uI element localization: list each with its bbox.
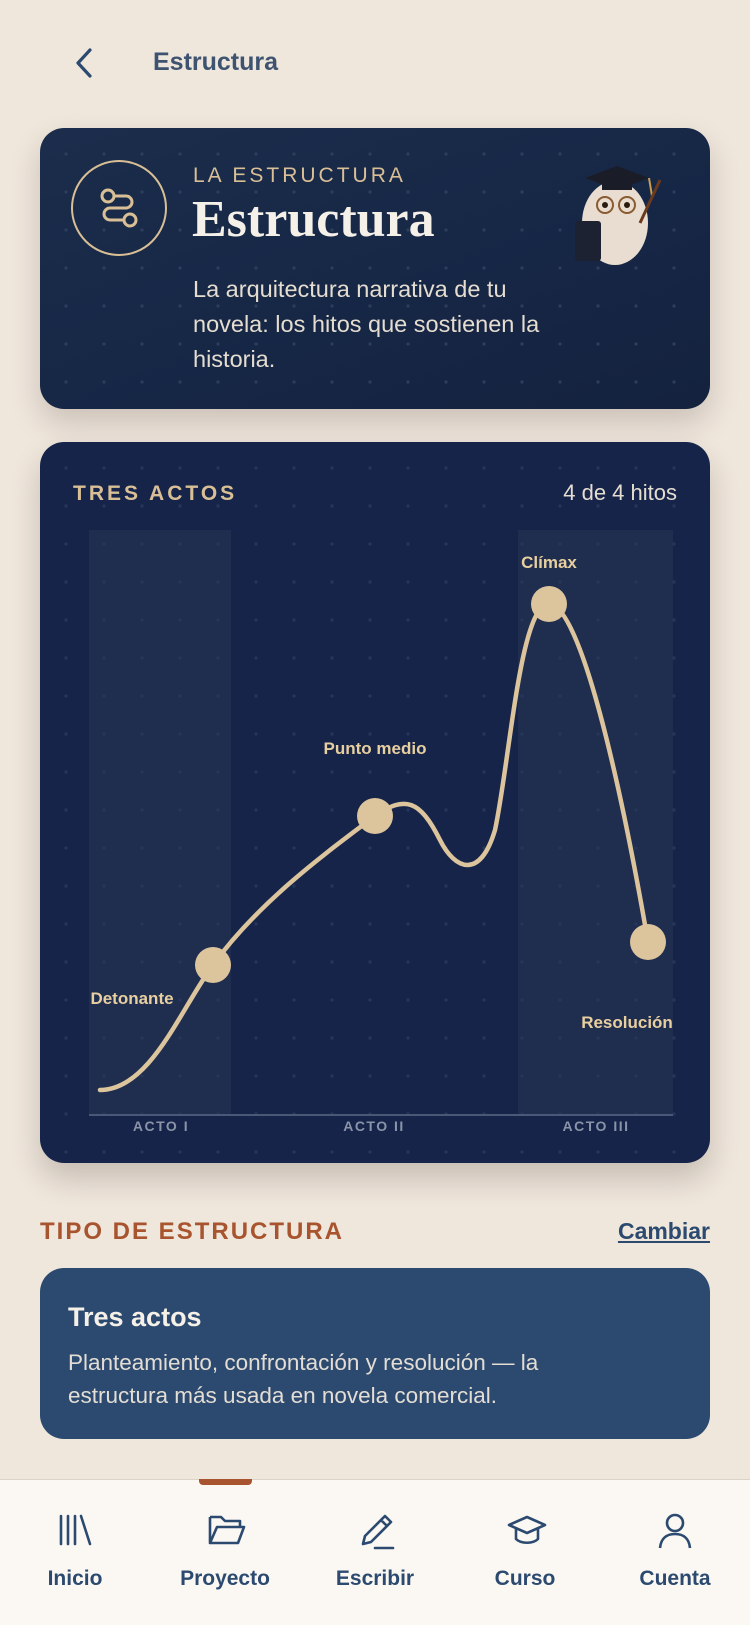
tab[interactable]: Cuenta: [600, 1480, 750, 1625]
hero-eyebrow: LA ESTRUCTURA: [193, 164, 406, 187]
section-heading: TIPO DE ESTRUCTURA: [40, 1218, 345, 1245]
progress: 4 de 4 hitos: [563, 480, 677, 505]
type-card[interactable]: [40, 1268, 710, 1439]
milestone-label: Resolución: [581, 1013, 673, 1032]
tab[interactable]: Escribir: [300, 1480, 450, 1625]
structure-card: TRES ACTOS 4 de 4 hitos Detonante Punto …: [40, 442, 710, 1163]
hero-title: Estructura: [192, 191, 435, 248]
mascot: [575, 166, 662, 265]
type-name: Tres actos: [68, 1302, 202, 1332]
act-label: ACTO I: [133, 1118, 189, 1134]
tab-bar: Inicio Proyecto Escribir Curso Cuenta: [0, 1479, 750, 1625]
tab-label: Curso: [494, 1567, 556, 1590]
tab-label: Escribir: [335, 1567, 415, 1590]
hero-description: La arquitectura narrativa de tu novela: …: [193, 276, 540, 372]
hero-decoration: [40, 128, 710, 409]
milestone-point[interactable]: [195, 947, 231, 983]
tab-label: Inicio: [47, 1567, 103, 1590]
active-indicator: [199, 1479, 252, 1485]
tab[interactable]: Proyecto: [150, 1480, 300, 1625]
milestone-point[interactable]: [630, 924, 666, 960]
milestone-point[interactable]: [531, 586, 567, 622]
milestone-label: Detonante: [90, 989, 173, 1008]
tab[interactable]: Curso: [450, 1480, 600, 1625]
milestone-point[interactable]: [357, 798, 393, 834]
act-label: ACTO II: [343, 1118, 405, 1134]
tab-label: Cuenta: [639, 1567, 711, 1590]
back-button[interactable]: [70, 46, 100, 80]
tab-label: Proyecto: [180, 1567, 270, 1590]
nav-title: Estructura: [153, 48, 279, 76]
act-label: ACTO III: [563, 1118, 630, 1134]
milestone-label: Clímax: [521, 553, 577, 572]
structure-chart: TRES ACTOS 4 de 4 hitos Detonante Punto …: [40, 442, 710, 1163]
type-description: Planteamiento, confrontación y resolució…: [68, 1350, 539, 1408]
change-link[interactable]: Cambiar: [617, 1218, 710, 1244]
tab[interactable]: Inicio: [0, 1480, 150, 1625]
chart-title: TRES ACTOS: [73, 482, 237, 505]
hero-card: [40, 128, 710, 409]
milestone-label: Punto medio: [324, 739, 427, 758]
